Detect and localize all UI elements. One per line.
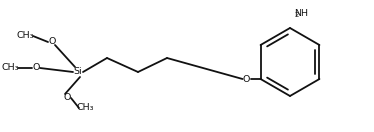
Text: O: O bbox=[48, 37, 56, 46]
Text: O: O bbox=[63, 93, 71, 103]
Text: NH: NH bbox=[294, 9, 308, 18]
Text: CH₃: CH₃ bbox=[76, 103, 94, 112]
Text: CH₃: CH₃ bbox=[1, 63, 19, 72]
Text: CH₃: CH₃ bbox=[16, 32, 34, 41]
Text: Si: Si bbox=[74, 67, 82, 77]
Text: 2: 2 bbox=[294, 12, 298, 18]
Text: O: O bbox=[32, 63, 40, 72]
Text: O: O bbox=[243, 74, 250, 84]
